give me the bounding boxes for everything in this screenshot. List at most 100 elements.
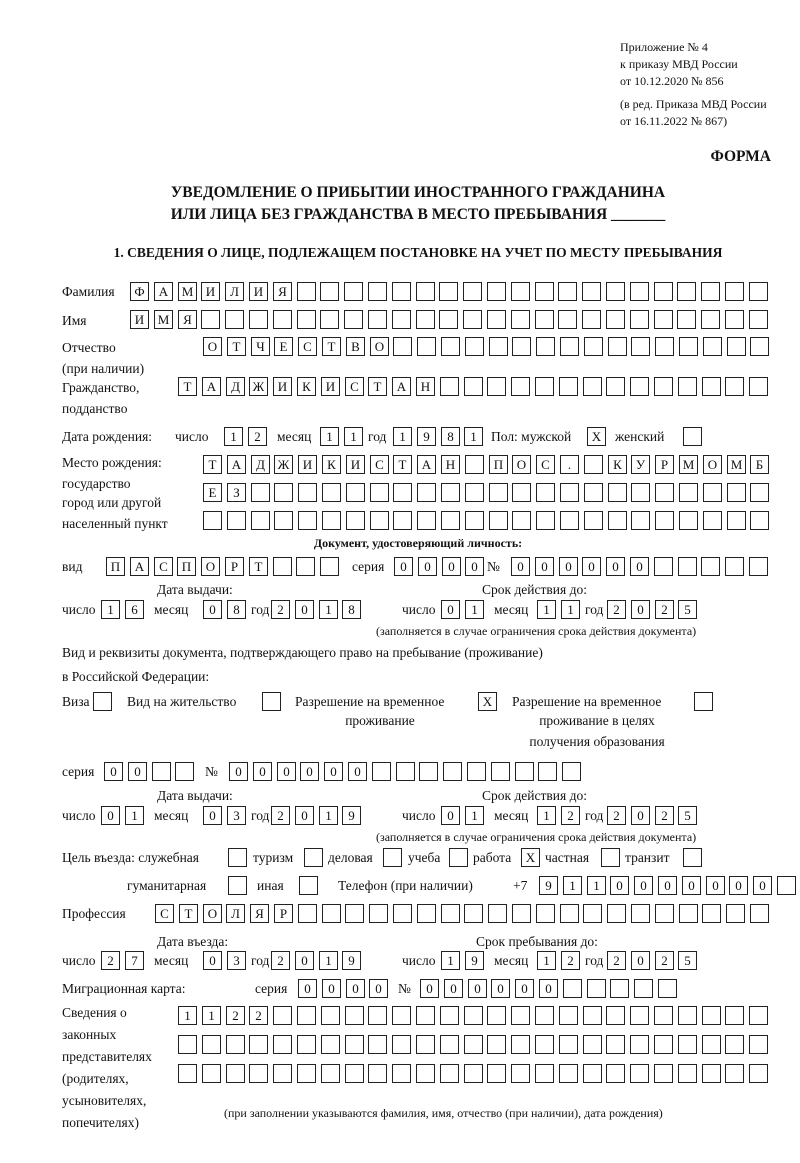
char-cell[interactable]: [487, 377, 506, 396]
char-cell[interactable]: О: [203, 337, 222, 356]
char-cell[interactable]: И: [321, 377, 340, 396]
char-cell[interactable]: 1: [319, 951, 338, 970]
char-cell[interactable]: Д: [251, 455, 270, 474]
char-cell[interactable]: 0: [253, 762, 272, 781]
char-cell[interactable]: [416, 1006, 435, 1025]
char-cell[interactable]: [512, 337, 531, 356]
char-cell[interactable]: [345, 1064, 364, 1083]
char-cell[interactable]: [441, 337, 460, 356]
char-cell[interactable]: З: [227, 483, 246, 502]
char-cell[interactable]: 5: [678, 806, 697, 825]
checkbox[interactable]: X: [587, 427, 606, 446]
char-cell[interactable]: [322, 511, 341, 530]
char-cell[interactable]: [225, 310, 244, 329]
char-cell[interactable]: [322, 904, 341, 923]
char-cell[interactable]: [703, 511, 722, 530]
checkbox[interactable]: [694, 692, 713, 711]
char-cell[interactable]: [749, 282, 768, 301]
char-cell[interactable]: С: [154, 557, 173, 576]
char-cell[interactable]: [725, 1035, 744, 1054]
char-cell[interactable]: [587, 979, 606, 998]
char-cell[interactable]: [726, 904, 745, 923]
char-cell[interactable]: 2: [271, 951, 290, 970]
char-cell[interactable]: [152, 762, 171, 781]
char-cell[interactable]: [297, 1006, 316, 1025]
char-cell[interactable]: [346, 483, 365, 502]
char-cell[interactable]: 0: [441, 806, 460, 825]
char-cell[interactable]: [608, 483, 627, 502]
char-cell[interactable]: 9: [539, 876, 558, 895]
char-cell[interactable]: 0: [511, 557, 530, 576]
char-cell[interactable]: С: [370, 455, 389, 474]
char-cell[interactable]: [536, 337, 555, 356]
char-cell[interactable]: [654, 282, 673, 301]
char-cell[interactable]: [727, 483, 746, 502]
char-cell[interactable]: П: [177, 557, 196, 576]
char-cell[interactable]: 0: [582, 557, 601, 576]
char-cell[interactable]: [202, 1064, 221, 1083]
char-cell[interactable]: [583, 904, 602, 923]
char-cell[interactable]: 0: [491, 979, 510, 998]
char-cell[interactable]: [702, 1006, 721, 1025]
char-cell[interactable]: Р: [225, 557, 244, 576]
char-cell[interactable]: Н: [416, 377, 435, 396]
char-cell[interactable]: Т: [179, 904, 198, 923]
char-cell[interactable]: [725, 1064, 744, 1083]
char-cell[interactable]: [488, 904, 507, 923]
char-cell[interactable]: [511, 377, 530, 396]
char-cell[interactable]: [610, 979, 629, 998]
char-cell[interactable]: 2: [655, 600, 674, 619]
char-cell[interactable]: 1: [561, 600, 580, 619]
char-cell[interactable]: 1: [101, 600, 120, 619]
char-cell[interactable]: К: [297, 377, 316, 396]
checkbox[interactable]: [449, 848, 468, 867]
char-cell[interactable]: 0: [631, 951, 650, 970]
char-cell[interactable]: [320, 282, 339, 301]
char-cell[interactable]: [274, 483, 293, 502]
checkbox[interactable]: [383, 848, 402, 867]
char-cell[interactable]: 0: [468, 979, 487, 998]
char-cell[interactable]: [489, 337, 508, 356]
char-cell[interactable]: [441, 511, 460, 530]
char-cell[interactable]: А: [227, 455, 246, 474]
char-cell[interactable]: [416, 310, 435, 329]
char-cell[interactable]: [630, 282, 649, 301]
char-cell[interactable]: [749, 1006, 768, 1025]
char-cell[interactable]: [463, 282, 482, 301]
char-cell[interactable]: 1: [537, 951, 556, 970]
char-cell[interactable]: Ж: [249, 377, 268, 396]
char-cell[interactable]: М: [679, 455, 698, 474]
char-cell[interactable]: 1: [587, 876, 606, 895]
char-cell[interactable]: [559, 1006, 578, 1025]
char-cell[interactable]: [487, 282, 506, 301]
char-cell[interactable]: [560, 511, 579, 530]
char-cell[interactable]: 3: [227, 806, 246, 825]
char-cell[interactable]: [464, 904, 483, 923]
char-cell[interactable]: [583, 1006, 602, 1025]
char-cell[interactable]: [392, 310, 411, 329]
char-cell[interactable]: [749, 1064, 768, 1083]
char-cell[interactable]: [725, 557, 744, 576]
char-cell[interactable]: 0: [295, 806, 314, 825]
char-cell[interactable]: [749, 310, 768, 329]
char-cell[interactable]: [202, 1035, 221, 1054]
char-cell[interactable]: [679, 483, 698, 502]
char-cell[interactable]: [558, 282, 577, 301]
char-cell[interactable]: [702, 1035, 721, 1054]
char-cell[interactable]: [249, 1035, 268, 1054]
char-cell[interactable]: [678, 1035, 697, 1054]
char-cell[interactable]: [558, 310, 577, 329]
char-cell[interactable]: Д: [226, 377, 245, 396]
checkbox[interactable]: X: [521, 848, 540, 867]
checkbox[interactable]: [683, 848, 702, 867]
char-cell[interactable]: Р: [655, 455, 674, 474]
char-cell[interactable]: Т: [178, 377, 197, 396]
char-cell[interactable]: [368, 310, 387, 329]
char-cell[interactable]: И: [346, 455, 365, 474]
char-cell[interactable]: 0: [753, 876, 772, 895]
char-cell[interactable]: [463, 310, 482, 329]
char-cell[interactable]: [583, 377, 602, 396]
char-cell[interactable]: 1: [319, 806, 338, 825]
char-cell[interactable]: [393, 904, 412, 923]
char-cell[interactable]: 1: [537, 806, 556, 825]
